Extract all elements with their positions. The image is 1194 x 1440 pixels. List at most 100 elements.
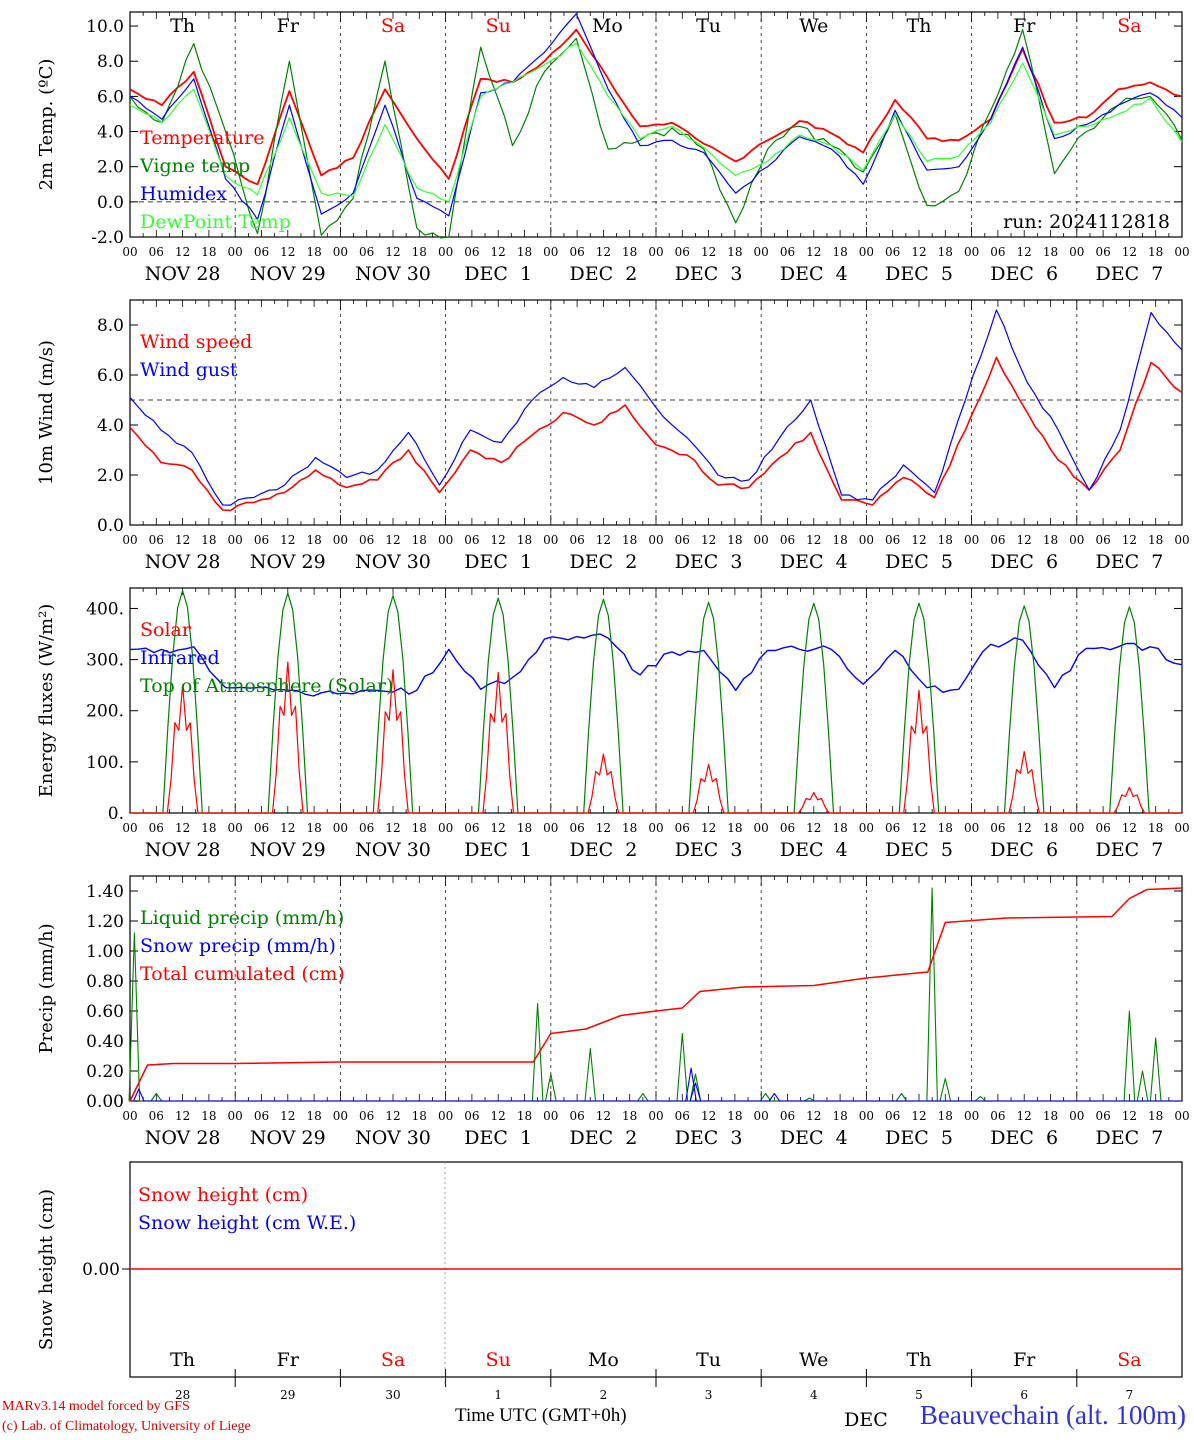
hour-tick-label: 12 — [280, 1109, 295, 1123]
y-axis-label-1: 2m Temp. (ºC) — [36, 59, 57, 191]
hour-tick-label: 06 — [464, 1109, 479, 1123]
hour-tick-label: 06 — [990, 533, 1005, 547]
hour-tick-label: 00 — [964, 821, 979, 835]
series-wind-speed — [129, 356, 1183, 512]
y-tick-label: 0.00 — [82, 1260, 120, 1280]
date-label: DEC 2 — [569, 839, 637, 861]
hour-tick-label: 18 — [201, 1109, 216, 1123]
hour-tick-label: 12 — [806, 821, 821, 835]
hour-tick-label: 12 — [701, 1109, 716, 1123]
y-tick-label: 1.40 — [86, 882, 124, 902]
weekday-label: Mo — [588, 1349, 619, 1371]
hour-tick-label: 00 — [438, 245, 453, 259]
hour-tick-label: 06 — [464, 245, 479, 259]
series-dewpoint-temp — [129, 42, 1183, 203]
hour-tick-label: 00 — [438, 821, 453, 835]
weekday-label: Sa — [381, 1349, 405, 1371]
weekday-label: Su — [486, 15, 511, 37]
hour-tick-label: 00 — [964, 533, 979, 547]
hour-tick-label: 18 — [1148, 1109, 1163, 1123]
date-label: NOV 28 — [145, 839, 221, 861]
hour-tick-label: 12 — [806, 245, 821, 259]
date-label: DEC 7 — [1095, 839, 1163, 861]
legend-snow-precip-mm-h-: Snow precip (mm/h) — [140, 935, 336, 957]
date-label: DEC 6 — [990, 263, 1058, 285]
date-label: DEC 1 — [464, 839, 532, 861]
weekday-label: Sa — [1117, 1349, 1141, 1371]
hour-tick-label: 12 — [911, 245, 926, 259]
hour-tick-label: 00 — [648, 1109, 663, 1123]
y-tick-label: 4.0 — [97, 416, 124, 436]
series-snow-precip — [130, 1067, 1182, 1102]
hour-tick-label: 12 — [1017, 245, 1032, 259]
hour-tick-label: 00 — [228, 1109, 243, 1123]
hour-tick-label: 06 — [675, 245, 690, 259]
day-number-label: 29 — [280, 1388, 295, 1402]
hour-tick-label: 00 — [1174, 1109, 1189, 1123]
hour-tick-label: 00 — [228, 245, 243, 259]
hour-tick-label: 00 — [964, 1109, 979, 1123]
hour-tick-label: 06 — [780, 821, 795, 835]
hour-tick-label: 00 — [333, 533, 348, 547]
day-number-label: 7 — [1126, 1388, 1134, 1402]
hour-tick-label: 06 — [1095, 821, 1110, 835]
hour-tick-label: 12 — [911, 821, 926, 835]
hour-tick-label: 12 — [385, 533, 400, 547]
hour-tick-label: 12 — [175, 1109, 190, 1123]
y-tick-label: 200. — [86, 702, 124, 722]
day-number-label: 6 — [1020, 1388, 1028, 1402]
hour-tick-label: 06 — [780, 533, 795, 547]
date-label: NOV 29 — [250, 263, 326, 285]
date-label: NOV 29 — [250, 551, 326, 573]
hour-tick-label: 06 — [675, 1109, 690, 1123]
hour-tick-label: 18 — [1043, 245, 1058, 259]
weekday-label: Th — [170, 15, 195, 37]
hour-tick-label: 00 — [1069, 245, 1084, 259]
hour-tick-label: 06 — [885, 821, 900, 835]
date-label: NOV 30 — [355, 1127, 431, 1149]
legend-solar: Solar — [140, 619, 192, 641]
hour-tick-label: 00 — [859, 1109, 874, 1123]
date-label: DEC 4 — [780, 263, 848, 285]
hour-tick-label: 06 — [569, 821, 584, 835]
hour-tick-label: 06 — [464, 533, 479, 547]
date-label: DEC 4 — [780, 551, 848, 573]
hour-tick-label: 18 — [517, 821, 532, 835]
month-label: DEC — [844, 1409, 888, 1431]
hour-tick-label: 06 — [464, 821, 479, 835]
hour-tick-label: 06 — [990, 245, 1005, 259]
hour-tick-label: 00 — [228, 533, 243, 547]
date-label: DEC 5 — [885, 839, 953, 861]
hour-tick-label: 12 — [1017, 1109, 1032, 1123]
hour-tick-label: 12 — [701, 245, 716, 259]
series-solar — [130, 661, 1182, 814]
weekday-label: Mo — [592, 15, 623, 37]
hour-tick-label: 12 — [806, 533, 821, 547]
y-tick-label: 2.0 — [97, 466, 124, 486]
date-label: DEC 2 — [569, 263, 637, 285]
hour-tick-label: 06 — [569, 245, 584, 259]
y-tick-label: 6.0 — [97, 366, 124, 386]
legend-infrared: Infrared — [140, 647, 220, 669]
weekday-label: Fr — [277, 15, 300, 37]
hour-tick-label: 06 — [1095, 1109, 1110, 1123]
weekday-label: Fr — [1013, 1349, 1036, 1371]
hour-tick-label: 00 — [543, 533, 558, 547]
hour-tick-label: 18 — [306, 1109, 321, 1123]
hour-tick-label: 18 — [938, 1109, 953, 1123]
date-label: NOV 29 — [250, 839, 326, 861]
y-tick-label: -2.0 — [91, 228, 124, 248]
date-label: DEC 3 — [675, 1127, 743, 1149]
hour-tick-label: 18 — [306, 821, 321, 835]
hour-tick-label: 18 — [1148, 821, 1163, 835]
hour-tick-label: 00 — [1174, 245, 1189, 259]
hour-tick-label: 18 — [832, 1109, 847, 1123]
y-tick-label: 0.60 — [86, 1002, 124, 1022]
hour-tick-label: 00 — [543, 1109, 558, 1123]
hour-tick-label: 00 — [754, 1109, 769, 1123]
hour-tick-label: 06 — [675, 533, 690, 547]
hour-tick-label: 18 — [412, 533, 427, 547]
y-tick-label: 0.0 — [97, 516, 124, 536]
hour-tick-label: 18 — [622, 245, 637, 259]
date-label: DEC 4 — [780, 839, 848, 861]
